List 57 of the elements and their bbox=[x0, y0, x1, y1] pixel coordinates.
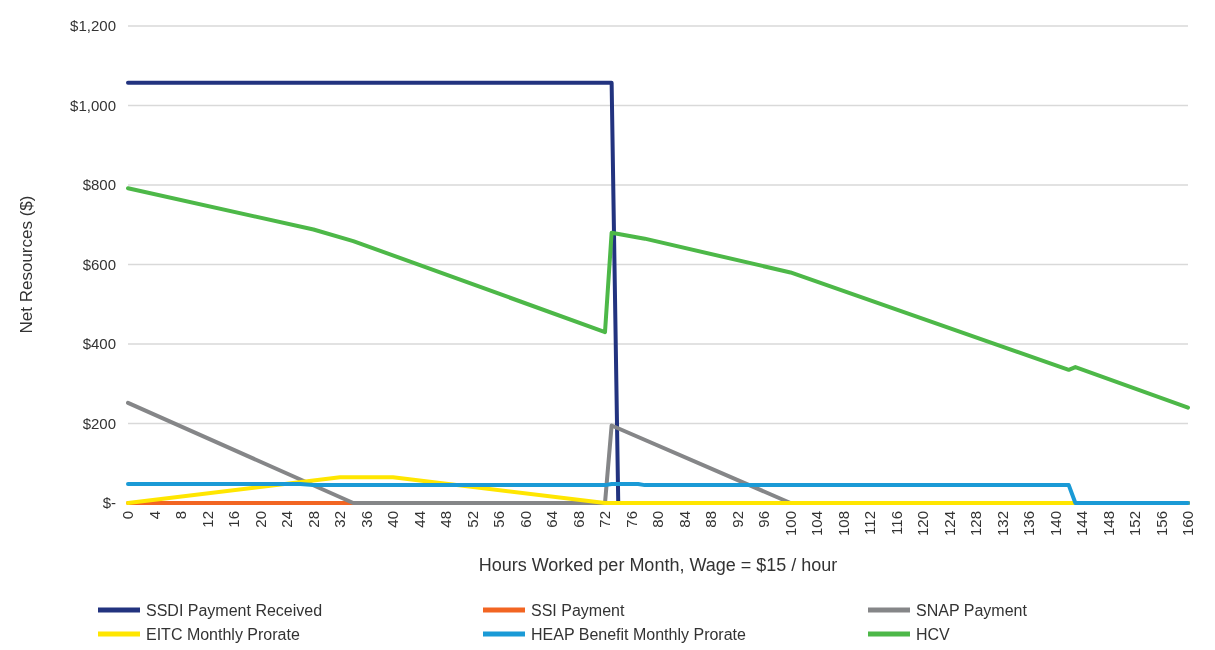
x-tick-label: 44 bbox=[410, 511, 428, 528]
x-tick-label: 88 bbox=[702, 511, 720, 528]
x-tick-label: 0 bbox=[119, 511, 137, 520]
y-axis-title: Net Resources ($) bbox=[17, 195, 36, 334]
x-tick-label: 24 bbox=[278, 511, 296, 528]
legend-label: SSDI Payment Received bbox=[146, 601, 323, 619]
legend-label: HCV bbox=[916, 625, 951, 643]
x-tick-label: 92 bbox=[728, 511, 746, 528]
x-tick-label: 112 bbox=[861, 511, 879, 535]
x-tick-label: 28 bbox=[304, 511, 322, 528]
legend-label: SSI Payment bbox=[531, 601, 625, 619]
x-tick-label: 64 bbox=[543, 511, 561, 528]
x-tick-label: 144 bbox=[1073, 511, 1091, 537]
y-tick-label: $1,200 bbox=[70, 17, 116, 35]
x-tick-label: 36 bbox=[357, 511, 375, 528]
line-series bbox=[126, 186, 1190, 410]
x-tick-label: 100 bbox=[781, 511, 799, 537]
y-tick-label: $200 bbox=[82, 414, 116, 432]
legend-label: SNAP Payment bbox=[916, 601, 1028, 619]
x-tick-label: 136 bbox=[1020, 511, 1038, 537]
x-tick-label: 60 bbox=[516, 511, 534, 528]
x-tick-label: 68 bbox=[569, 511, 587, 528]
y-tick-label: $800 bbox=[82, 176, 116, 194]
x-tick-label: 160 bbox=[1179, 511, 1197, 537]
legend-label: EITC Monthly Prorate bbox=[146, 625, 300, 643]
x-tick-label: 40 bbox=[384, 511, 402, 528]
x-tick-label: 76 bbox=[622, 511, 640, 528]
x-axis-title: Hours Worked per Month, Wage = $15 / hour bbox=[478, 555, 838, 575]
x-tick-label: 84 bbox=[675, 511, 693, 528]
y-tick-label: $600 bbox=[82, 255, 116, 273]
x-tick-label: 152 bbox=[1126, 511, 1144, 537]
y-tick-label: $400 bbox=[82, 335, 116, 353]
x-tick-label: 12 bbox=[198, 511, 216, 528]
x-tick-label: 96 bbox=[755, 511, 773, 528]
x-tick-label: 72 bbox=[596, 511, 614, 528]
y-tick-label: $1,000 bbox=[70, 96, 116, 114]
x-tick-label: 120 bbox=[914, 511, 932, 537]
y-tick-label: $- bbox=[102, 494, 116, 512]
x-tick-label: 128 bbox=[967, 511, 985, 537]
x-tick-label: 32 bbox=[331, 511, 349, 528]
x-tick-label: 140 bbox=[1046, 511, 1064, 537]
x-tick-label: 108 bbox=[834, 511, 852, 537]
x-tick-label: 132 bbox=[993, 511, 1011, 537]
x-tick-label: 56 bbox=[490, 511, 508, 528]
x-tick-label: 8 bbox=[172, 511, 190, 520]
x-tick-label: 4 bbox=[145, 511, 163, 520]
x-tick-label: 104 bbox=[808, 511, 826, 537]
legend-label: HEAP Benefit Monthly Prorate bbox=[531, 625, 747, 643]
x-tick-label: 116 bbox=[887, 511, 905, 535]
x-tick-label: 156 bbox=[1152, 511, 1170, 537]
x-tick-label: 16 bbox=[225, 511, 243, 528]
x-tick-label: 48 bbox=[437, 511, 455, 528]
x-tick-label: 124 bbox=[940, 511, 958, 537]
x-tick-label: 20 bbox=[251, 511, 269, 528]
x-tick-label: 148 bbox=[1099, 511, 1117, 537]
x-tick-label: 52 bbox=[463, 511, 481, 528]
x-tick-label: 80 bbox=[649, 511, 667, 528]
